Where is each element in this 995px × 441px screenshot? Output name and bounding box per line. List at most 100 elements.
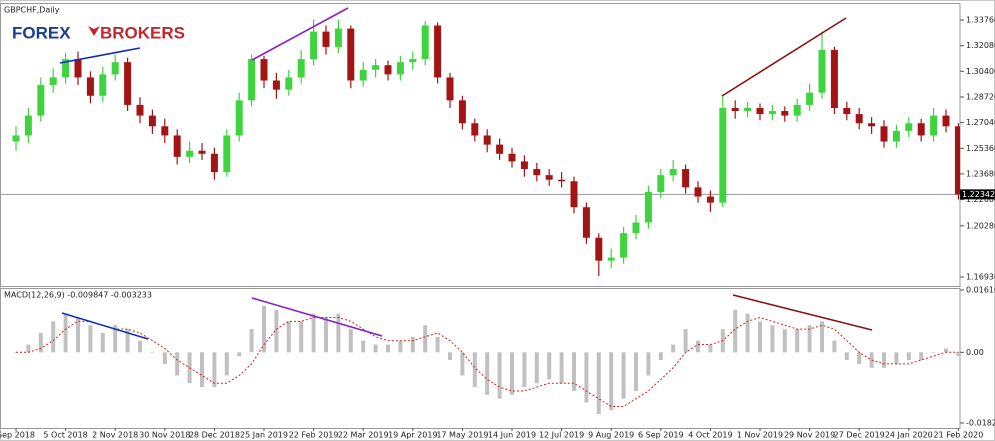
candle-body (198, 150, 206, 154)
macd-bar (361, 340, 366, 353)
macd-bar (820, 321, 824, 353)
candle-body (706, 196, 714, 203)
candle-body (161, 126, 169, 136)
candle-body (855, 114, 863, 124)
macd-bar (423, 325, 428, 353)
x-tick-label: 28 Dec 2018 (189, 431, 240, 440)
candle-body (86, 77, 94, 96)
candle-body (186, 150, 194, 157)
signal-line (16, 316, 959, 407)
macd-bar (386, 344, 390, 353)
macd-bar (100, 332, 105, 353)
candle-body (99, 74, 107, 96)
macd-bar (634, 352, 638, 391)
candle-body (942, 115, 950, 127)
candle-body (210, 153, 218, 173)
x-tick-label: 21 Feb 2020 (934, 431, 984, 440)
candle-body (719, 107, 727, 203)
candle-body (136, 104, 144, 116)
candle-body (235, 100, 243, 136)
macd-bar (88, 325, 93, 353)
x-tick-label: 27 Dec 2019 (834, 431, 885, 440)
candle-body (297, 59, 305, 78)
candle-body (508, 153, 516, 162)
trend-lines (59, 7, 873, 340)
candles (0, 19, 960, 276)
candle-body (644, 191, 652, 223)
macd-bar (696, 340, 700, 353)
macd-title: MACD(12,26,9) -0.009847 -0.003233 (4, 291, 152, 300)
macd-bar (658, 352, 663, 361)
macd-bar (224, 352, 229, 376)
macd-bar (113, 325, 118, 353)
x-tick-label: 4 Oct 2019 (688, 431, 732, 440)
macd-bar (212, 352, 217, 388)
macd-bar (51, 321, 56, 353)
y-tick-label: 1.16930 (966, 272, 995, 281)
candle-body (793, 104, 801, 116)
candle-body (173, 135, 181, 157)
macd-bar (200, 352, 204, 388)
y-tick-label: 1.30400 (966, 67, 995, 76)
candle-body (37, 85, 45, 116)
watermark-forex: FOREX (12, 23, 71, 42)
macd-bar (906, 352, 911, 361)
candle-body (49, 77, 57, 86)
macd-bar (485, 352, 490, 395)
macd-bar (348, 329, 353, 353)
candle-body (248, 59, 256, 101)
macd-bar (497, 352, 502, 399)
candle-body (24, 115, 32, 136)
macd-bar (398, 340, 403, 353)
macd-bar (944, 348, 948, 353)
y-tick-label: 1.22000 (966, 195, 995, 204)
macd-bar (795, 329, 800, 353)
trend-line (251, 297, 383, 337)
candle-body (607, 257, 615, 261)
macd-bar (274, 309, 279, 353)
macd-bar (336, 313, 341, 353)
macd-bar (26, 344, 31, 353)
y-tick-label: 1.27040 (966, 118, 995, 127)
macd-bar (138, 340, 142, 353)
candle-body (930, 115, 938, 136)
macd-bar (844, 352, 849, 361)
y-tick-label: 1.25360 (966, 144, 995, 153)
x-tick-label: 17 May 2019 (436, 431, 488, 440)
macd-bar (782, 329, 787, 353)
macd-bar (175, 352, 180, 376)
y-tick-label: 0.016106 (966, 286, 995, 295)
candle-body (545, 175, 553, 180)
candle-body (892, 130, 900, 142)
x-tick-label: 6 Sep 2019 (638, 431, 684, 440)
macd-bar (832, 340, 837, 353)
macd-bar (410, 336, 415, 353)
watermark-brokers: BROKERS (100, 23, 185, 42)
candle-body (632, 222, 640, 234)
candle-body (768, 111, 776, 115)
candle-body (682, 169, 690, 188)
macd-bar (708, 344, 713, 353)
candle-body (471, 123, 479, 136)
macd-bar (286, 321, 291, 353)
candle-body (347, 28, 355, 81)
x-tick-label: 24 Jan 2020 (885, 431, 933, 440)
macd-bar (745, 313, 750, 353)
chart-title: GBPCHF,Daily (4, 6, 60, 15)
macd-bar (249, 329, 254, 353)
macd-bar (609, 352, 614, 411)
y-tick-label: 1.23680 (966, 169, 995, 178)
candle-body (657, 175, 665, 192)
candle-body (359, 69, 367, 81)
macd-bar (572, 352, 576, 391)
macd-bar (919, 352, 924, 361)
candle-body (496, 144, 504, 154)
x-tick-label: 2 Nov 2018 (92, 431, 138, 440)
candle-body (384, 65, 392, 75)
macd-bar (956, 352, 960, 357)
macd-bar (125, 329, 130, 353)
macd-bar (857, 352, 862, 364)
macd-bar (534, 352, 539, 384)
candle-body (880, 126, 888, 142)
